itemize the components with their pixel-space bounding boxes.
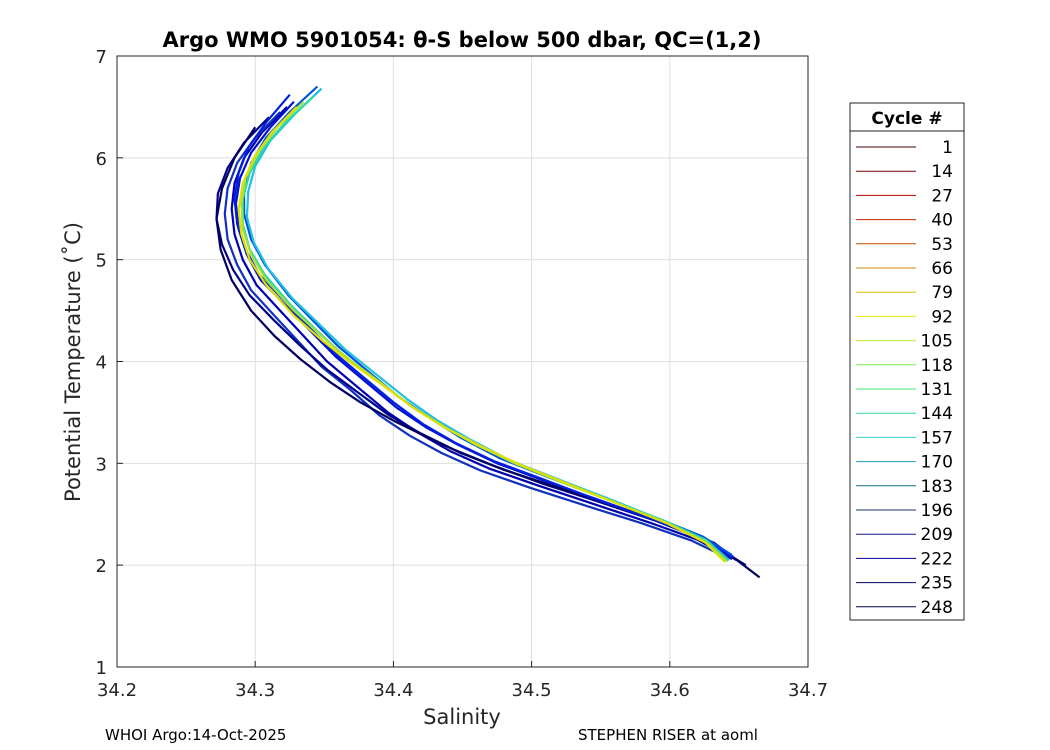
profile-line xyxy=(241,95,729,562)
legend-entry-label: 92 xyxy=(931,307,953,327)
y-tick-label: 7 xyxy=(96,47,107,68)
legend-entry-label: 222 xyxy=(921,549,953,569)
data-lines xyxy=(215,85,761,579)
profile-line xyxy=(215,126,761,579)
profile-line xyxy=(245,87,730,561)
y-tick-label: 6 xyxy=(96,149,107,170)
legend: Cycle # 1 14 27 40 53 66 79 92 105 118 131 144 157 17… xyxy=(849,102,965,621)
profile-line xyxy=(243,85,733,556)
grid xyxy=(117,56,808,667)
legend-entry-label: 157 xyxy=(921,428,953,448)
y-tick-label: 4 xyxy=(96,353,107,374)
footer-left: WHOI Argo:14-Oct-2025 xyxy=(105,726,287,744)
legend-entry-label: 53 xyxy=(931,235,953,255)
legend-entry-label: 209 xyxy=(921,525,953,545)
profile-line xyxy=(215,116,747,567)
legend-entry-label: 118 xyxy=(921,356,953,376)
legend-entry-label: 170 xyxy=(921,453,953,473)
x-tick-label: 34.7 xyxy=(788,680,828,701)
legend-entry-label: 1 xyxy=(942,138,953,158)
profile-line xyxy=(230,106,733,561)
legend-entry-label: 196 xyxy=(921,501,953,521)
profile-line xyxy=(223,111,729,559)
y-ticks: 1 2 3 4 5 6 7 xyxy=(96,47,123,679)
x-tick-label: 34.3 xyxy=(235,680,275,701)
y-tick-label: 3 xyxy=(96,454,107,475)
x-axis-label: Salinity xyxy=(423,705,501,729)
y-tick-label: 1 xyxy=(96,658,107,679)
legend-entry-label: 40 xyxy=(931,211,953,231)
x-ticks: 34.2 34.3 34.4 34.5 34.6 34.7 xyxy=(97,661,828,701)
legend-entry-label: 144 xyxy=(921,404,953,424)
legend-entry-label: 14 xyxy=(931,162,953,182)
x-tick-label: 34.6 xyxy=(650,680,690,701)
legend-entry-label: 131 xyxy=(921,380,953,400)
legend-entry-label: 183 xyxy=(921,477,953,497)
profile-line xyxy=(237,106,726,563)
legend-entry-label: 248 xyxy=(921,598,953,618)
chart-title: Argo WMO 5901054: θ-S below 500 dbar, QC… xyxy=(163,28,762,52)
legend-entry-label: 235 xyxy=(921,574,953,594)
y-tick-label: 5 xyxy=(96,251,107,272)
y-axis-label: Potential Temperature (˚C) xyxy=(61,222,85,502)
y-tick-label: 2 xyxy=(96,556,107,577)
profile-line xyxy=(233,93,734,558)
legend-title: Cycle # xyxy=(871,109,942,129)
footer-right: STEPHEN RISER at aoml xyxy=(578,726,758,744)
legend-entry-label: 27 xyxy=(931,186,953,206)
x-tick-label: 34.2 xyxy=(97,680,137,701)
x-tick-label: 34.5 xyxy=(512,680,552,701)
legend-entry-label: 79 xyxy=(931,283,953,303)
x-tick-label: 34.4 xyxy=(373,680,413,701)
legend-entry-label: 66 xyxy=(931,259,953,279)
legend-entry-label: 105 xyxy=(921,332,953,352)
